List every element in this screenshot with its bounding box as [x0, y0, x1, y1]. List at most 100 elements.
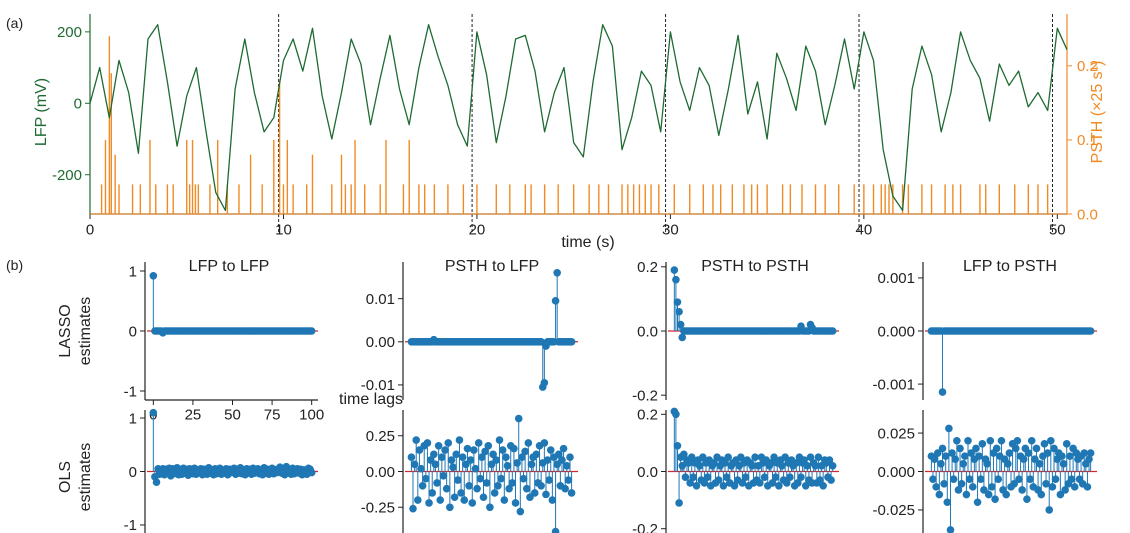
stem-marker	[444, 439, 453, 447]
stem-marker	[951, 455, 960, 464]
stem-marker	[973, 498, 982, 507]
stem-marker	[800, 456, 808, 464]
stem-marker	[492, 456, 501, 464]
chart-layer: -20002000.00.10.20102030405010-102550751…	[52, 14, 1098, 533]
stem-marker	[935, 490, 944, 499]
stem-marker	[968, 483, 977, 491]
stem-marker	[473, 484, 481, 493]
stem-marker	[458, 453, 467, 461]
stem-panel-b-ols-lfp-psth	[918, 410, 1097, 533]
xtick-label: 100	[299, 406, 324, 423]
stem-marker	[938, 444, 947, 453]
stem-marker	[152, 478, 161, 486]
stem-marker	[542, 490, 550, 499]
ytick-label: 0.25	[366, 428, 395, 445]
stem-marker	[1086, 449, 1095, 457]
stem-marker	[964, 436, 972, 445]
stem-marker	[442, 484, 451, 493]
stem-marker	[519, 474, 528, 483]
stem-marker	[828, 461, 837, 470]
stem-marker	[1058, 452, 1066, 460]
stem-marker	[687, 453, 696, 461]
stem-marker	[505, 484, 513, 493]
stem-marker	[782, 479, 791, 487]
stem-marker	[778, 461, 786, 470]
stem-marker	[463, 444, 472, 453]
ytick-label: 0.000	[877, 323, 915, 340]
stem-marker	[548, 496, 557, 504]
stem-marker	[975, 452, 983, 460]
stem-marker	[527, 460, 536, 469]
stem-marker	[797, 473, 805, 482]
lfp-trace	[89, 24, 1068, 212]
stem-marker	[768, 479, 777, 487]
stem-marker	[672, 275, 680, 284]
stem-marker	[943, 498, 952, 507]
stem-marker	[1015, 475, 1023, 483]
stem-marker	[503, 461, 512, 470]
stem-marker	[423, 439, 432, 447]
stem-marker	[816, 476, 824, 484]
stem-marker	[510, 444, 518, 453]
ols-row-label-1: OLS	[57, 461, 74, 493]
stem-marker	[438, 453, 446, 461]
stem-marker	[770, 453, 778, 461]
stem-marker	[1061, 486, 1069, 494]
ytick-label: 0.025	[877, 425, 915, 442]
stem-marker	[741, 473, 750, 482]
stem-marker	[767, 459, 775, 467]
stem-marker	[1002, 490, 1011, 499]
stem-marker	[724, 453, 732, 461]
stem-marker	[466, 456, 475, 464]
stem-marker	[468, 499, 477, 507]
xtick-label: 50	[1049, 221, 1066, 238]
ytick-label: 0.0	[637, 323, 658, 340]
stem-panel-b-ols-psth-lfp	[398, 410, 578, 533]
stem-marker	[948, 449, 956, 457]
ytick-label: -1	[124, 517, 137, 533]
stem-marker	[946, 526, 955, 533]
ytick-label: 0	[129, 323, 137, 340]
stem-marker	[546, 446, 555, 454]
stem-marker	[930, 455, 939, 464]
stem-marker	[748, 461, 756, 470]
stem-marker	[567, 337, 576, 346]
stem-marker	[961, 452, 969, 460]
stem-marker	[532, 450, 541, 459]
stem-marker	[1043, 449, 1052, 457]
stem-marker	[819, 482, 827, 490]
stem-marker	[1086, 327, 1095, 335]
stem-marker	[937, 460, 945, 468]
ytick-label: -1	[124, 383, 137, 400]
stem-marker	[959, 460, 968, 468]
stem-marker	[986, 436, 995, 445]
stem-marker	[980, 486, 988, 494]
ytick-label: 0.00	[366, 334, 395, 351]
stem-marker	[983, 460, 991, 468]
stem-marker	[431, 460, 440, 469]
title-psth-to-psth: PSTH to PSTH	[701, 258, 809, 275]
stem-panel-b-lasso-lfp-psth	[918, 262, 1097, 400]
stem-marker	[940, 480, 948, 488]
stem-marker	[1056, 490, 1065, 499]
ytick-label: 0.01	[366, 291, 395, 308]
stem-marker	[1070, 483, 1079, 491]
stem-marker	[730, 482, 739, 490]
stem-marker	[786, 473, 794, 482]
ytick-left-label: 200	[57, 24, 82, 41]
stem-marker	[956, 444, 964, 453]
stem-marker	[1051, 475, 1060, 483]
stem-panel-b-lasso-lfp-lfp	[140, 262, 318, 405]
stem-marker	[794, 479, 802, 487]
lasso-row-label-2: estimates	[77, 297, 94, 365]
ytick-label: 0.00	[366, 464, 395, 481]
stem-marker	[567, 489, 576, 497]
stem-marker	[1004, 460, 1012, 468]
stem-marker	[775, 482, 783, 490]
stem-marker	[714, 476, 723, 484]
stem-marker	[433, 479, 441, 487]
stem-marker	[447, 456, 456, 464]
stem-marker	[474, 439, 483, 447]
title-psth-to-lfp: PSTH to LFP	[445, 258, 539, 275]
